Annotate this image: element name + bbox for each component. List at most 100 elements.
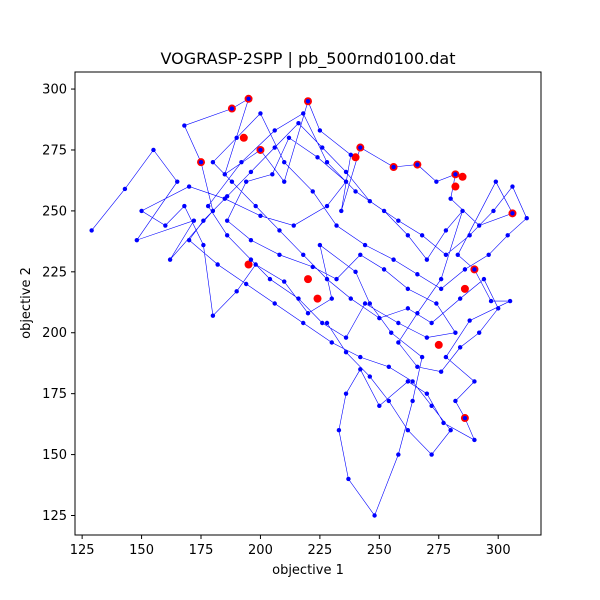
data-point	[358, 367, 363, 372]
data-point	[441, 420, 446, 426]
data-point	[267, 276, 273, 282]
data-point	[424, 257, 430, 262]
data-point	[429, 320, 434, 326]
data-point	[453, 398, 458, 404]
data-point	[362, 301, 368, 306]
data-point	[324, 203, 330, 209]
data-point	[270, 172, 275, 177]
data-point	[524, 216, 529, 221]
data-point	[396, 218, 401, 223]
data-point	[205, 203, 211, 209]
data-point	[396, 320, 401, 326]
data-point	[182, 203, 187, 209]
data-point	[301, 320, 306, 326]
data-point	[198, 159, 204, 165]
data-point	[324, 276, 330, 282]
data-point	[291, 223, 296, 228]
data-point	[310, 189, 315, 194]
data-point	[405, 379, 411, 384]
y-tick-label: 200	[42, 326, 67, 341]
data-point	[386, 364, 392, 370]
data-point	[258, 111, 263, 116]
data-point	[248, 257, 254, 262]
data-point	[488, 298, 494, 304]
data-point	[246, 96, 251, 102]
data-point	[453, 172, 458, 177]
data-point	[253, 262, 258, 267]
data-point	[151, 147, 156, 153]
data-point	[424, 335, 430, 340]
y-tick-label: 150	[42, 448, 67, 463]
x-axis-title: objective 1	[272, 563, 344, 578]
data-point	[191, 218, 197, 223]
data-point	[415, 272, 420, 277]
plot-area	[89, 94, 529, 518]
data-point	[348, 152, 353, 158]
data-point	[472, 267, 477, 272]
data-point	[282, 159, 287, 165]
data-point	[343, 391, 349, 396]
data-point	[462, 267, 468, 272]
data-point	[391, 164, 396, 170]
chart-title: VOGRASP-2SPP | pb_500rnd0100.dat	[161, 49, 456, 69]
data-point	[324, 320, 330, 326]
data-point	[381, 208, 387, 214]
data-point	[336, 428, 342, 433]
data-point	[215, 262, 220, 267]
data-point	[163, 223, 168, 228]
data-point	[505, 233, 510, 238]
data-point	[496, 306, 501, 311]
data-point	[467, 233, 472, 238]
data-point	[510, 184, 515, 189]
data-point	[367, 301, 373, 306]
data-point	[362, 242, 368, 248]
data-point	[234, 289, 239, 294]
data-point	[476, 223, 482, 228]
x-tick-label: 275	[426, 543, 451, 558]
data-point	[353, 269, 358, 275]
data-point	[429, 452, 434, 457]
data-point	[438, 286, 444, 292]
data-point	[320, 320, 325, 326]
non-dominated-point	[239, 133, 248, 142]
data-point	[296, 120, 301, 126]
x-tick-label: 300	[486, 543, 511, 558]
data-point	[222, 172, 227, 177]
data-point	[224, 194, 230, 199]
data-point	[334, 223, 339, 228]
x-axis: 125 150 175 200 225 250 275 300	[70, 535, 511, 558]
data-point	[343, 335, 349, 340]
data-point	[134, 237, 140, 243]
y-tick-label: 175	[42, 387, 67, 402]
data-point	[243, 179, 249, 184]
data-point	[346, 476, 351, 482]
data-point	[424, 391, 430, 396]
data-point	[301, 111, 306, 116]
data-point	[367, 198, 373, 204]
data-point	[343, 179, 349, 184]
data-point	[443, 252, 449, 257]
x-tick-label: 250	[367, 543, 392, 558]
data-point	[493, 179, 499, 184]
x-tick-label: 225	[307, 543, 332, 558]
data-point	[419, 233, 425, 238]
data-point	[286, 135, 292, 140]
x-tick-label: 175	[189, 543, 214, 558]
data-point	[467, 318, 472, 323]
data-point	[253, 203, 258, 209]
data-point	[272, 128, 277, 133]
data-point	[358, 145, 363, 150]
data-point	[258, 147, 263, 153]
data-point	[372, 513, 377, 518]
non-dominated-point	[351, 153, 360, 162]
data-point	[229, 179, 235, 184]
x-tick-label: 125	[70, 543, 95, 558]
x-tick-label: 150	[129, 543, 154, 558]
data-point	[415, 311, 420, 316]
data-point	[320, 145, 325, 150]
data-point	[448, 428, 453, 433]
data-point	[358, 252, 363, 257]
search-path-line	[91, 98, 528, 517]
data-point	[486, 252, 491, 257]
